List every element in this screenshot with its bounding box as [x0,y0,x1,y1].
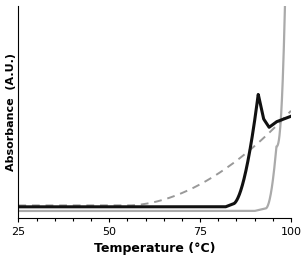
X-axis label: Temperature (°C): Temperature (°C) [94,242,216,256]
Y-axis label: Absorbance  (A.U.): Absorbance (A.U.) [6,53,16,171]
